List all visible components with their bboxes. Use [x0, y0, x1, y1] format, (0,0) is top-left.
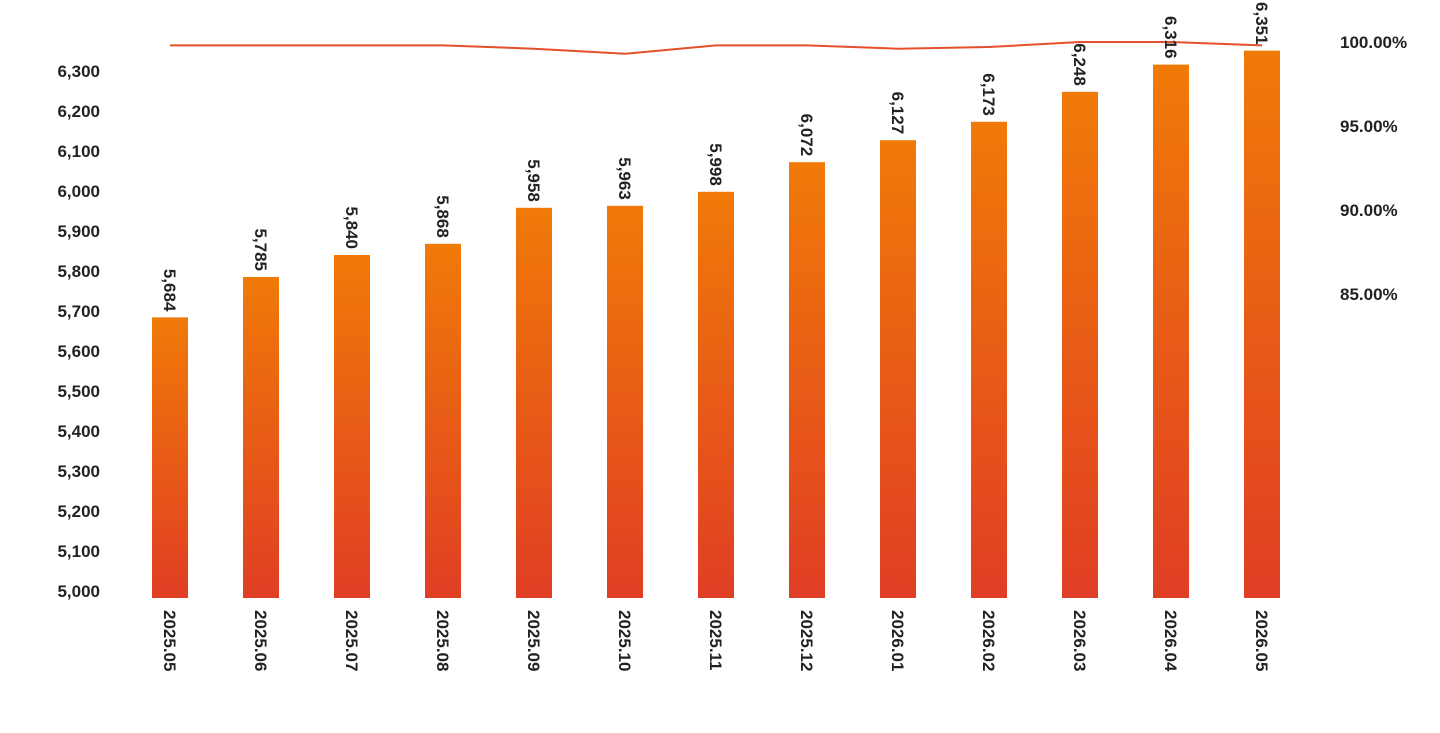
left-axis-tick-label: 5,600: [57, 342, 100, 361]
bar: [516, 207, 552, 599]
bar-value-labels: 5,684 5,785 5,840 5,868 5,958 5,963 5,998 6,072…: [160, 2, 1271, 312]
right-axis: 85.00% 90.00% 95.00% 100.00%: [1340, 33, 1407, 304]
x-axis: 2025.05 2025.06 2025.07 2025.08 2025.09 2025.…: [160, 610, 1271, 672]
x-axis-category-label: 2025.07: [342, 610, 361, 671]
left-axis: 5,000 5,100 5,200 5,300 5,400 5,500 5,600 5,700…: [57, 62, 100, 601]
x-axis-category-label: 2026.02: [979, 610, 998, 671]
x-axis-category-label: 2025.10: [615, 610, 634, 671]
bar: [1244, 50, 1280, 599]
bar: [152, 317, 188, 598]
bar-value-label: 5,684: [160, 269, 179, 312]
right-axis-tick-label: 100.00%: [1340, 33, 1407, 52]
left-axis-tick-label: 5,900: [57, 222, 100, 241]
left-axis-tick-label: 5,100: [57, 542, 100, 561]
right-axis-tick-label: 85.00%: [1340, 285, 1398, 304]
bar: [607, 205, 643, 599]
x-axis-category-label: 2025.11: [706, 610, 725, 671]
left-axis-tick-label: 5,400: [57, 422, 100, 441]
left-axis-tick-label: 6,300: [57, 62, 100, 81]
left-axis-tick-label: 5,300: [57, 462, 100, 481]
x-axis-category-label: 2026.01: [888, 610, 907, 671]
bar: [880, 140, 916, 598]
left-axis-tick-label: 6,100: [57, 142, 100, 161]
x-axis-category-label: 2025.12: [797, 610, 816, 671]
bar-value-label: 6,072: [797, 114, 816, 157]
bar-value-label: 5,963: [615, 157, 634, 200]
bar-value-label: 5,840: [342, 206, 361, 249]
x-axis-category-label: 2025.08: [433, 610, 452, 671]
bar-series: [152, 50, 1280, 599]
right-axis-tick-label: 95.00%: [1340, 117, 1398, 136]
bar-value-label: 5,958: [524, 159, 543, 202]
bar-value-label: 6,351: [1252, 2, 1271, 45]
x-axis-category-label: 2025.05: [160, 610, 179, 671]
bar-value-label: 5,998: [706, 143, 725, 186]
left-axis-tick-label: 6,200: [57, 102, 100, 121]
left-axis-tick-label: 5,800: [57, 262, 100, 281]
bar-value-label: 6,173: [979, 73, 998, 116]
bar-value-label: 6,248: [1070, 43, 1089, 86]
left-axis-tick-label: 5,200: [57, 502, 100, 521]
bar-value-label: 6,316: [1161, 16, 1180, 59]
bar: [425, 243, 461, 599]
x-axis-category-label: 2025.09: [524, 610, 543, 671]
bar-value-label: 6,127: [888, 92, 907, 135]
bar: [1062, 91, 1098, 599]
bar: [971, 121, 1007, 599]
left-axis-tick-label: 5,700: [57, 302, 100, 321]
bar-value-label: 5,785: [251, 228, 270, 271]
percent-line: [170, 41, 1263, 55]
x-axis-category-label: 2025.06: [251, 610, 270, 671]
right-axis-tick-label: 90.00%: [1340, 201, 1398, 220]
bar: [334, 255, 370, 598]
x-axis-category-label: 2026.04: [1161, 610, 1180, 672]
bar-value-label: 5,868: [433, 195, 452, 238]
left-axis-tick-label: 5,000: [57, 582, 100, 601]
bar: [698, 191, 734, 599]
bar: [1153, 64, 1189, 599]
bar: [789, 162, 825, 598]
bar: [243, 277, 279, 598]
percent-line-series: [170, 41, 1263, 55]
x-axis-category-label: 2026.05: [1252, 610, 1271, 671]
x-axis-category-label: 2026.03: [1070, 610, 1089, 671]
left-axis-tick-label: 5,500: [57, 382, 100, 401]
left-axis-tick-label: 6,000: [57, 182, 100, 201]
